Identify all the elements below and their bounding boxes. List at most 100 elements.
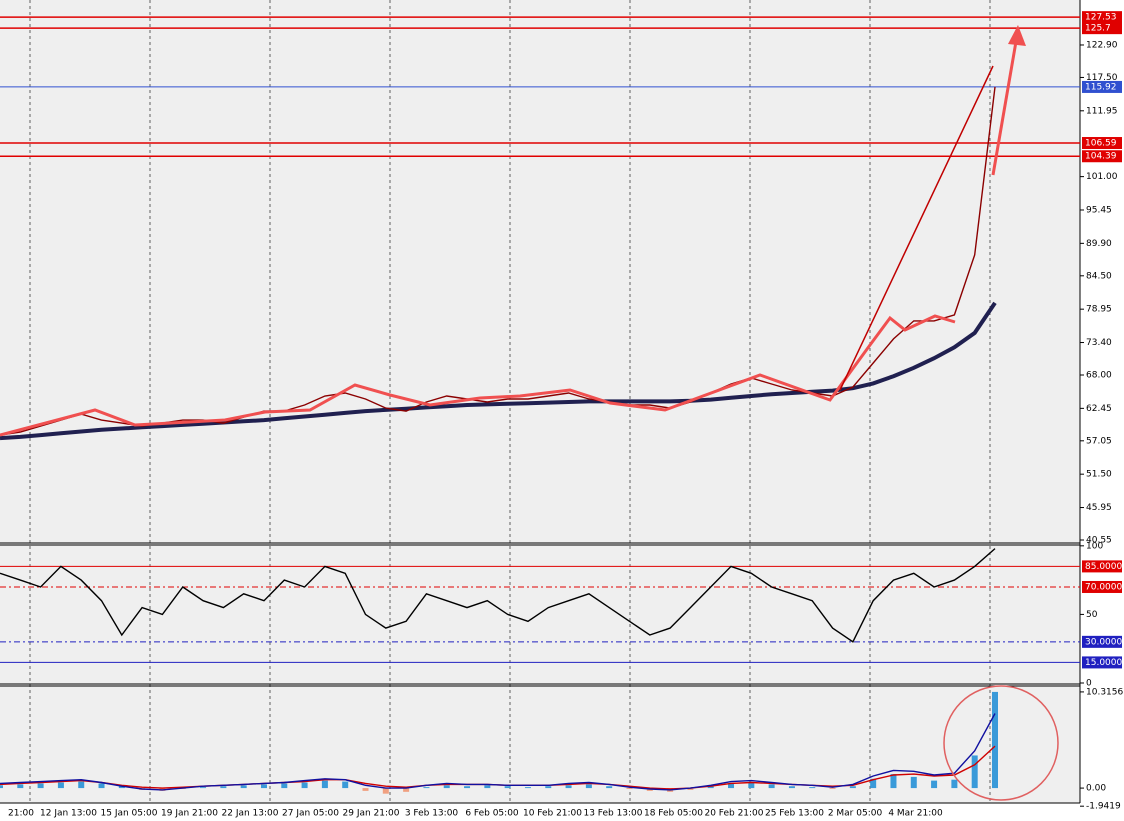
x-tick-label: 6 Feb 05:00 bbox=[465, 809, 519, 819]
histogram-bar bbox=[17, 784, 24, 789]
x-tick-label: 27 Jan 05:00 bbox=[282, 809, 339, 819]
histogram-bar bbox=[362, 788, 369, 791]
level-label-box bbox=[1082, 137, 1122, 150]
level-label: 70.0000 bbox=[1085, 582, 1122, 592]
series-line bbox=[0, 713, 996, 791]
y-tick-label: 101.00 bbox=[1086, 172, 1118, 182]
marks bbox=[0, 16, 1080, 794]
level-label: 125.7 bbox=[1085, 24, 1111, 34]
histogram-bar bbox=[910, 776, 917, 789]
series-line bbox=[0, 301, 997, 441]
histogram-bar bbox=[707, 786, 714, 789]
histogram-bar bbox=[971, 755, 978, 789]
y-tick-label: 57.05 bbox=[1086, 436, 1112, 446]
histogram-bar bbox=[849, 786, 856, 789]
histogram-bar bbox=[78, 781, 85, 789]
histogram-bar bbox=[118, 786, 125, 789]
y-tick-label: 50 bbox=[1086, 610, 1098, 620]
level-label-box bbox=[1082, 22, 1122, 35]
histogram-bar bbox=[809, 787, 816, 789]
histogram-bar bbox=[585, 784, 592, 789]
y-tick-label: 51.50 bbox=[1086, 470, 1112, 480]
histogram-bar bbox=[728, 783, 735, 789]
x-tick-label: 19 Jan 21:00 bbox=[161, 809, 218, 819]
x-tick-label: 12 Jan 13:00 bbox=[40, 809, 97, 819]
histogram-bar bbox=[484, 785, 491, 789]
histogram-bar bbox=[504, 786, 511, 789]
x-tick-label: 15 Jan 05:00 bbox=[101, 809, 158, 819]
level-label: 85.0000 bbox=[1085, 562, 1122, 572]
trend-path bbox=[0, 314, 956, 437]
histogram-bar bbox=[260, 784, 267, 789]
histogram-bar bbox=[545, 786, 552, 789]
x-tick-label: 21:00 bbox=[8, 809, 34, 819]
level-label-box bbox=[1082, 80, 1122, 93]
level-label: 15.0000 bbox=[1085, 658, 1122, 668]
level-label-box bbox=[1082, 656, 1122, 669]
histogram-bar bbox=[931, 780, 938, 789]
histogram-bar bbox=[768, 784, 775, 789]
histogram-bar bbox=[200, 787, 207, 789]
histogram-bar bbox=[464, 786, 471, 789]
histogram-bar bbox=[37, 783, 44, 789]
level-label: 30.0000 bbox=[1085, 637, 1122, 647]
histogram-bar bbox=[281, 783, 288, 789]
histogram-bar bbox=[606, 786, 613, 789]
arrow bbox=[991, 29, 1020, 176]
y-tick-label: 111.95 bbox=[1086, 106, 1118, 116]
highlight-circle bbox=[943, 685, 1059, 801]
histogram-bar bbox=[301, 782, 308, 789]
histogram-bar bbox=[951, 779, 958, 789]
histogram-bar bbox=[98, 783, 105, 789]
level-label: 115.92 bbox=[1085, 82, 1117, 92]
level-label: 127.53 bbox=[1085, 13, 1117, 23]
level-label-box bbox=[1082, 11, 1122, 24]
y-tick-label: 100 bbox=[1086, 541, 1103, 551]
y-tick-label: 68.00 bbox=[1086, 370, 1112, 380]
y-tick-label: 84.50 bbox=[1086, 271, 1112, 281]
histogram-bar bbox=[626, 788, 633, 790]
x-tick-label: 22 Jan 13:00 bbox=[222, 809, 279, 819]
y-tick-label: -1.9419 bbox=[1086, 802, 1121, 812]
histogram-bar bbox=[788, 786, 795, 789]
y-tick-label: 78.95 bbox=[1086, 305, 1112, 315]
histogram-bar bbox=[382, 788, 389, 794]
x-tick-label: 29 Jan 21:00 bbox=[343, 809, 400, 819]
y-tick-label: 0.00 bbox=[1086, 784, 1106, 794]
x-tick-label: 10 Feb 21:00 bbox=[523, 809, 582, 819]
level-label: 104.39 bbox=[1085, 152, 1117, 162]
histogram-bar bbox=[524, 787, 531, 789]
histogram-bar bbox=[890, 774, 897, 789]
level-label-box bbox=[1082, 560, 1122, 573]
x-tick-label: 2 Mar 05:00 bbox=[828, 809, 883, 819]
x-tick-label: 13 Feb 13:00 bbox=[583, 809, 642, 819]
y-tick-label: 62.45 bbox=[1086, 404, 1112, 414]
y-tick-label: 45.95 bbox=[1086, 503, 1112, 513]
histogram-bar bbox=[57, 782, 64, 789]
series-line bbox=[0, 548, 996, 643]
y-tick-label: 122.90 bbox=[1086, 40, 1118, 50]
x-tick-label: 25 Feb 13:00 bbox=[765, 809, 824, 819]
histogram-bar bbox=[565, 785, 572, 789]
histogram-bar bbox=[321, 780, 328, 789]
y-tick-label: 89.90 bbox=[1086, 239, 1112, 249]
histogram-bar bbox=[342, 781, 349, 789]
histogram-bar bbox=[0, 785, 3, 789]
histogram-bar bbox=[240, 785, 247, 789]
level-label: 106.59 bbox=[1085, 139, 1117, 149]
level-label-box bbox=[1082, 580, 1122, 593]
x-tick-label: 18 Feb 05:00 bbox=[644, 809, 703, 819]
y-tick-label: 73.40 bbox=[1086, 338, 1112, 348]
histogram-bar bbox=[829, 788, 836, 790]
trend-line bbox=[839, 65, 994, 391]
y-tick-label: 95.45 bbox=[1086, 205, 1112, 215]
x-tick-label: 4 Mar 21:00 bbox=[888, 809, 943, 819]
y-tick-label: 10.3156 bbox=[1086, 687, 1123, 697]
y-tick-label: 0 bbox=[1086, 679, 1092, 689]
arrow-head bbox=[1008, 25, 1026, 46]
histogram-bar bbox=[992, 691, 998, 789]
histogram-bar bbox=[423, 787, 430, 789]
histogram-bar bbox=[748, 782, 755, 789]
y-tick-label: 117.50 bbox=[1086, 73, 1118, 83]
